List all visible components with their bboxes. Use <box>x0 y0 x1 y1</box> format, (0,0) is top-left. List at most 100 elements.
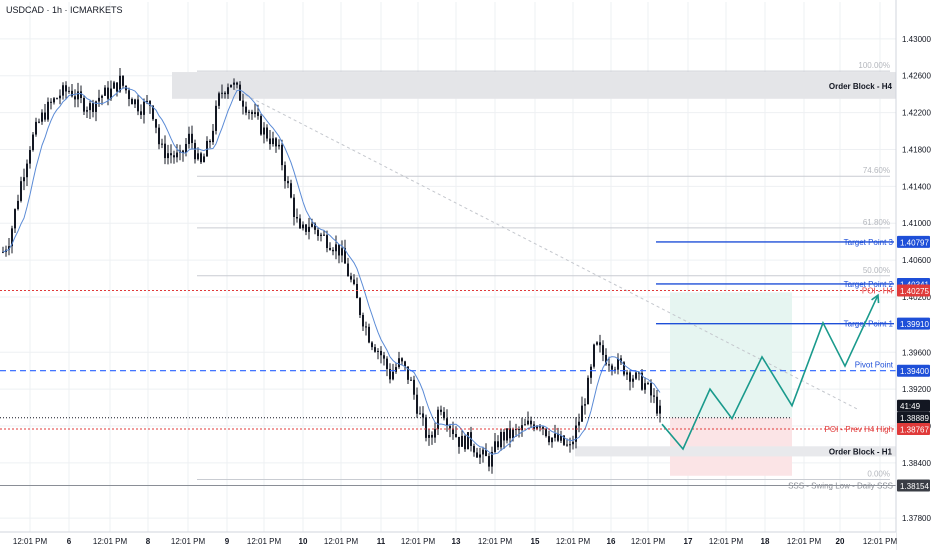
candle-body <box>563 435 565 445</box>
candle-body <box>644 383 646 390</box>
price-tag-poi-h4-text: 1.40275 <box>900 287 929 296</box>
candle-body <box>185 143 187 153</box>
candle-body <box>602 345 604 355</box>
candle-body <box>359 298 361 316</box>
candle-body <box>395 367 397 372</box>
candle-body <box>194 143 196 160</box>
candle-body <box>137 99 139 112</box>
candle-body <box>284 165 286 182</box>
candle-body <box>74 96 76 100</box>
candle-body <box>386 358 388 369</box>
candle-body <box>623 362 625 375</box>
y-tick-label: 1.41000 <box>902 219 931 228</box>
candle-body <box>611 365 613 370</box>
price-tag-poi-h4 <box>897 284 930 297</box>
candle-body <box>476 452 478 458</box>
candle-body <box>89 103 91 111</box>
price-tag-target-point-3-text: 1.40797 <box>900 238 929 247</box>
poi-prev-h4-high-label: POI - Prev H4 High <box>825 425 893 434</box>
moving-average <box>2 87 661 455</box>
price-tag-pivot-point <box>897 364 930 377</box>
candle-body <box>458 436 460 447</box>
candle-body <box>617 358 619 370</box>
candle-body <box>35 121 37 135</box>
candle-body <box>536 426 538 429</box>
x-tick-label: 17 <box>684 537 693 546</box>
candle-body <box>326 235 328 249</box>
candle-body <box>596 342 598 345</box>
candle-body <box>341 248 343 256</box>
x-tick-label: 12:01 PM <box>478 537 513 546</box>
candle-body <box>62 85 64 96</box>
x-tick-label: 6 <box>67 537 72 546</box>
candle-body <box>2 251 4 253</box>
candle-body <box>413 379 415 395</box>
x-tick-label: 12:01 PM <box>787 537 822 546</box>
candle-body <box>11 228 13 247</box>
candle-body <box>599 342 601 346</box>
candle-body <box>647 383 649 385</box>
candle-body <box>116 82 118 92</box>
candle-body <box>290 183 292 198</box>
x-tick-label: 12:01 PM <box>709 537 744 546</box>
candle-body <box>590 366 592 378</box>
candle-body <box>113 82 115 89</box>
candle-body <box>308 226 310 232</box>
candle-body <box>314 223 316 230</box>
candle-body <box>161 143 163 145</box>
candle-body <box>575 425 577 442</box>
y-tick-label: 1.40600 <box>902 256 931 265</box>
candle-body <box>410 379 412 381</box>
fib-label: 61.80% <box>863 218 890 227</box>
candle-body <box>134 99 136 105</box>
candle-body <box>305 224 307 232</box>
candle-body <box>464 435 466 450</box>
candle-body <box>530 420 532 425</box>
candle-body <box>269 138 271 145</box>
pivot-point-label: Pivot Point <box>855 361 894 370</box>
candle-body <box>374 347 376 352</box>
candle-body <box>251 111 253 115</box>
candle-body <box>131 99 133 105</box>
chart-title: USDCAD · 1h · ICMARKETS <box>6 5 123 15</box>
candle-body <box>632 378 634 382</box>
candle-body <box>332 249 334 252</box>
y-tick-label: 1.39600 <box>902 348 931 357</box>
candle-body <box>389 368 391 380</box>
candle-body <box>401 358 403 362</box>
candle-body <box>473 445 475 453</box>
x-tick-label: 20 <box>836 537 845 546</box>
candle-body <box>635 372 637 379</box>
candle-body <box>383 355 385 359</box>
candle-body <box>482 449 484 455</box>
x-tick-label: 12:01 PM <box>556 537 591 546</box>
price-axis <box>896 0 932 550</box>
candle-body <box>119 75 121 92</box>
candle-body <box>512 429 514 439</box>
y-tick-label: 1.41400 <box>902 182 931 191</box>
candle-body <box>227 87 229 95</box>
candle-body <box>542 426 544 429</box>
x-tick-label: 16 <box>607 537 616 546</box>
candle-body <box>155 119 157 128</box>
candle-body <box>167 153 169 159</box>
candle-body <box>152 105 154 120</box>
countdown-text: 41:49 <box>900 402 921 411</box>
candle-body <box>329 248 331 250</box>
x-tick-label: 12:01 PM <box>324 537 359 546</box>
fib-label: 0.00% <box>867 469 890 478</box>
candle-body <box>440 409 442 412</box>
candle-body <box>23 177 25 182</box>
candle-body <box>26 163 28 178</box>
price-tag-sss-swing-low-daily-sss-text: 1.38154 <box>900 482 929 491</box>
candle-body <box>77 91 79 100</box>
candle-body <box>287 181 289 184</box>
candle-body <box>281 144 283 166</box>
candle-body <box>92 103 94 112</box>
candle-body <box>257 112 259 116</box>
candle-body <box>659 405 661 414</box>
candle-body <box>98 97 100 102</box>
candle-body <box>653 395 655 397</box>
